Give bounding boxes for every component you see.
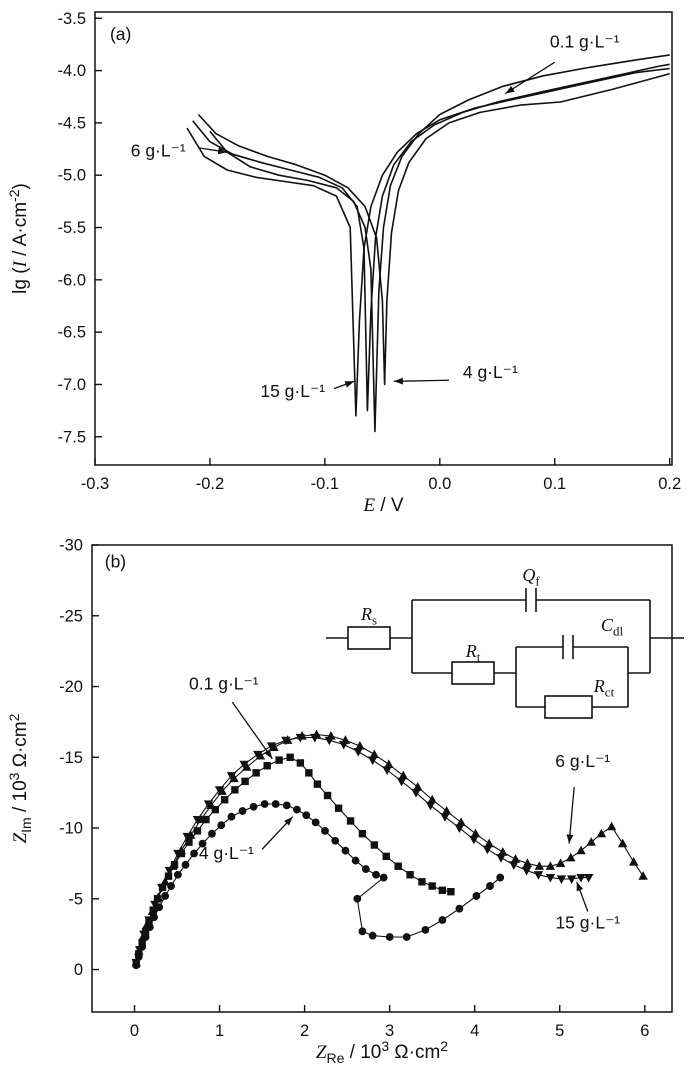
- svg-text:0.1 g·L⁻¹: 0.1 g·L⁻¹: [189, 673, 259, 693]
- series-4-g-L-: [132, 800, 505, 970]
- y-tick-label: -4.0: [58, 62, 86, 80]
- annotation-4-g-L-: 4 g·L⁻¹: [199, 816, 294, 863]
- y-tick-label: -6.0: [58, 271, 86, 289]
- circuit-label-rct: Rct: [593, 676, 615, 700]
- x-tick-label: 5: [555, 1022, 564, 1040]
- series-15-g-L-: [131, 733, 594, 968]
- y-tick-label: -25: [59, 607, 83, 625]
- circuit-resistor-rs: [347, 626, 391, 650]
- y-tick-label: -5: [68, 890, 83, 908]
- svg-text:6 g·L⁻¹: 6 g·L⁻¹: [131, 140, 186, 160]
- circuit-resistor-rct: [544, 695, 593, 719]
- annotation-0.1-g-L-: 0.1 g·L⁻¹: [189, 673, 273, 760]
- y-axis: -3.5 -4.0 -4.5 -5.0 -5.5 -6.0 -6.5 -7.0 -7.5: [58, 10, 102, 446]
- y-tick-label: -3.5: [58, 10, 86, 28]
- annotation-4-g-L-: 4 g·L⁻¹: [393, 362, 518, 385]
- svg-text:15 g·L⁻¹: 15 g·L⁻¹: [260, 381, 325, 401]
- circuit-label-rt: Rt: [465, 641, 481, 665]
- series-0.1-g-L-: [132, 753, 455, 968]
- svg-text:4 g·L⁻¹: 4 g·L⁻¹: [199, 843, 254, 863]
- annotation-6-g-L-: 6 g·L⁻¹: [555, 751, 610, 844]
- annotation--b-: (b): [105, 552, 126, 572]
- series-4-g-L-: [197, 72, 670, 386]
- annotation-0.1-g-L-: 0.1 g·L⁻¹: [504, 32, 620, 95]
- x-tick-label: 4: [470, 1022, 479, 1040]
- svg-text:0.1 g·L⁻¹: 0.1 g·L⁻¹: [550, 32, 620, 52]
- y-tick-label: -6.5: [58, 324, 86, 342]
- y-axis: 0 -5 -10 -15 -20 -25 -30: [59, 537, 99, 979]
- svg-text:6 g·L⁻¹: 6 g·L⁻¹: [555, 751, 610, 771]
- equivalent-circuit-inset: Rs Qf Rt Cdl Rct: [326, 565, 684, 719]
- x-tick-label: 0.1: [543, 475, 566, 493]
- y-tick-label: -30: [59, 537, 83, 555]
- series-0.1-g-L-: [209, 54, 670, 433]
- circuit-label-rs: Rs: [360, 604, 377, 628]
- annotation-6-g-L-: 6 g·L⁻¹: [131, 140, 228, 160]
- nyquist-impedance-chart: 0 1 2 3 4 5 6 0 -5 -10 -15 -20 -25 -30 ZRe / 103 Ω·cm2…: [6, 537, 684, 1066]
- plot-frame: [91, 544, 673, 1013]
- annotation-15-g-L-: 15 g·L⁻¹: [555, 881, 620, 933]
- circuit-resistor-rt: [451, 661, 495, 685]
- svg-text:(a): (a): [110, 24, 131, 44]
- annotation-15-g-L-: 15 g·L⁻¹: [260, 380, 355, 401]
- series-15-g-L-: [186, 67, 670, 417]
- svg-text:15 g·L⁻¹: 15 g·L⁻¹: [555, 913, 620, 933]
- y-tick-label: -7.0: [58, 376, 86, 394]
- x-tick-label: 2: [300, 1022, 309, 1040]
- y-tick-label: -10: [59, 820, 83, 838]
- y-tick-label: -5.5: [58, 219, 86, 237]
- x-axis: 0 1 2 3 4 5 6: [130, 1005, 649, 1040]
- annotation--a-: (a): [110, 24, 131, 44]
- x-tick-label: -0.1: [311, 475, 339, 493]
- polarization-curves-chart: -0.3 -0.2 -0.1 0.0 0.1 0.2 -3.5 -4.0 -4.5 -5.0 -5.…: [6, 10, 681, 516]
- x-tick-label: 1: [215, 1022, 224, 1040]
- x-tick-label: 6: [640, 1022, 649, 1040]
- y-tick-label: -15: [59, 749, 83, 767]
- y-tick-label: -5.0: [58, 167, 86, 185]
- x-tick-label: 0.0: [428, 475, 451, 493]
- circuit-label-qf: Qf: [522, 565, 540, 589]
- y-tick-label: -20: [59, 678, 83, 696]
- x-axis: -0.3 -0.2 -0.1 0.0 0.1 0.2: [81, 458, 681, 493]
- y-tick-label: 0: [74, 961, 83, 979]
- y-tick-label: -7.5: [58, 428, 86, 446]
- circuit-label-cdl: Cdl: [601, 615, 624, 639]
- x-axis-label: E / V: [362, 495, 403, 516]
- y-axis-label: lg (I / A·cm-2): [6, 183, 31, 294]
- x-tick-label: 0: [130, 1022, 139, 1040]
- x-tick-label: 0.2: [658, 475, 681, 493]
- x-tick-label: -0.2: [196, 475, 224, 493]
- y-tick-label: -4.5: [58, 114, 86, 132]
- plot-frame: [94, 11, 673, 466]
- svg-text:4 g·L⁻¹: 4 g·L⁻¹: [463, 362, 518, 382]
- x-tick-label: 3: [385, 1022, 394, 1040]
- svg-text:(b): (b): [105, 552, 126, 572]
- y-axis-label: ZIm / 103 Ω·cm2: [6, 713, 34, 843]
- x-tick-label: -0.3: [81, 475, 109, 493]
- series-6-g-L-: [192, 63, 670, 412]
- x-axis-label: ZRe / 103 Ω·cm2: [316, 1038, 448, 1066]
